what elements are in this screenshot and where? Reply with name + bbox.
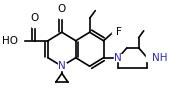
Bar bbox=[32, 21, 38, 27]
Text: NH: NH bbox=[152, 53, 167, 63]
Bar bbox=[59, 12, 65, 18]
Text: N: N bbox=[114, 53, 122, 63]
Text: O: O bbox=[58, 4, 66, 14]
Text: O: O bbox=[31, 13, 39, 23]
Bar bbox=[114, 54, 122, 61]
Text: F: F bbox=[116, 27, 122, 37]
Bar bbox=[112, 29, 118, 35]
Bar bbox=[146, 54, 155, 61]
Text: N: N bbox=[58, 61, 66, 71]
Bar bbox=[58, 63, 66, 70]
Text: HO: HO bbox=[2, 36, 18, 46]
Bar bbox=[10, 37, 23, 44]
